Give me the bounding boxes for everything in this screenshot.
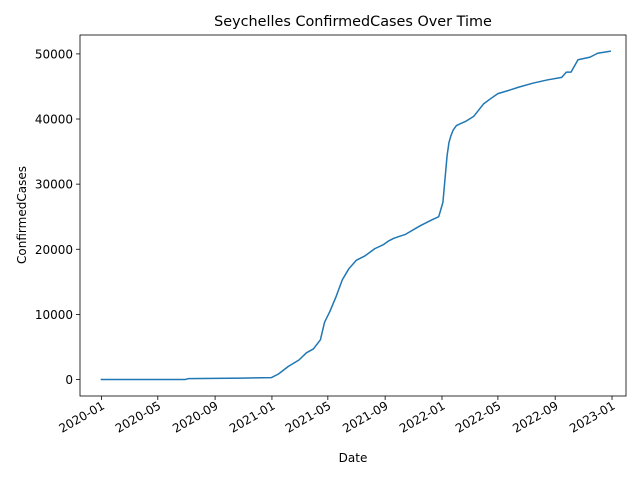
x-tick-label: 2021-01 — [227, 398, 277, 435]
y-tick-label: 20000 — [35, 243, 73, 257]
x-tick-label: 2021-09 — [340, 398, 390, 435]
y-tick-label: 50000 — [35, 47, 73, 61]
y-tick-label: 30000 — [35, 178, 73, 192]
x-tick-label: 2021-05 — [283, 398, 333, 435]
x-tick-label: 2022-09 — [510, 398, 560, 435]
y-axis-label: ConfirmedCases — [15, 166, 29, 264]
x-axis-ticks: 2020-01 2020-05 2020-09 2021-01 2021-05 2021-… — [57, 396, 618, 436]
y-tick-label: 0 — [65, 373, 73, 387]
x-tick-label: 2020-05 — [113, 398, 163, 435]
y-tick-label: 10000 — [35, 308, 73, 322]
x-tick-label: 2023-01 — [567, 398, 617, 435]
x-tick-label: 2022-05 — [453, 398, 503, 435]
plot-frame — [79, 34, 627, 397]
x-tick-label: 2020-09 — [170, 398, 220, 435]
x-tick-label: 2022-01 — [397, 398, 447, 435]
chart-title: Seychelles ConfirmedCases Over Time — [214, 14, 492, 30]
x-axis-label: Date — [339, 451, 368, 465]
y-tick-label: 40000 — [35, 113, 73, 127]
x-tick-label: 2020-01 — [57, 398, 107, 435]
series-line-0 — [100, 50, 612, 381]
y-axis-ticks: 0 10000 20000 30000 40000 50000 — [35, 47, 80, 387]
series-layer — [100, 50, 612, 381]
